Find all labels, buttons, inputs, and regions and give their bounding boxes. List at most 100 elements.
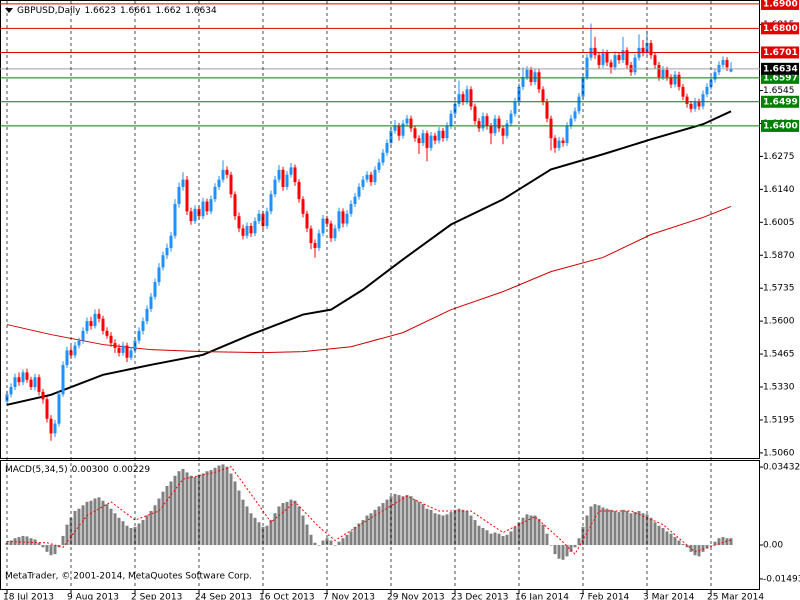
x-tick-label: 9 Aug 2013: [67, 593, 119, 600]
level-label: 1.6701: [763, 48, 798, 58]
macd-bar: [53, 545, 57, 555]
candle-body: [413, 128, 417, 139]
candle-body: [181, 179, 185, 187]
candle-body: [569, 118, 573, 126]
x-tick-label: 24 Sep 2013: [195, 593, 252, 600]
x-tick-label: 16 Oct 2013: [259, 593, 315, 600]
macd-bar: [433, 513, 437, 546]
macd-bar: [121, 521, 125, 546]
candle-body: [173, 204, 177, 236]
candle-body: [213, 186, 217, 200]
y-tick-label: -0.01493: [763, 574, 800, 584]
macd-bar: [541, 524, 545, 546]
candle-body: [141, 321, 145, 331]
macd-bar: [469, 515, 473, 546]
macd-bar: [553, 545, 557, 555]
candle-body: [101, 318, 105, 331]
candle-body: [549, 118, 553, 139]
macd-bar: [569, 545, 573, 552]
candle-body: [193, 208, 197, 222]
macd-bar: [117, 517, 121, 546]
macd-bar: [473, 520, 477, 546]
x-tick-label: 7 Nov 2013: [323, 593, 375, 600]
macd-bar: [13, 538, 17, 546]
macd-bar: [401, 496, 405, 546]
y-tick-label: 1.5870: [763, 251, 795, 261]
x-tick-label: 23 Dec 2013: [451, 593, 509, 600]
candle-body: [689, 103, 693, 109]
menu-triangle: [5, 8, 13, 13]
candle-body: [113, 343, 117, 348]
candle-body: [429, 135, 433, 148]
macd-bar: [381, 503, 385, 546]
level-label: 1.6900: [763, 0, 798, 9]
candle-body: [89, 321, 93, 327]
macd-bar: [449, 512, 453, 546]
candle-body: [625, 50, 629, 65]
macd-bar: [253, 517, 257, 546]
macd-bar: [289, 499, 293, 546]
candle-body: [405, 118, 409, 124]
candle-body: [257, 213, 261, 222]
macd-bar: [509, 531, 513, 546]
high-readout: 1.6661: [120, 6, 152, 16]
macd-bar: [689, 545, 693, 552]
macd-bar: [97, 497, 101, 546]
candle-body: [65, 350, 69, 366]
macd-bar: [629, 513, 633, 546]
candle-body: [253, 221, 257, 234]
level-label: 1.6800: [763, 24, 798, 34]
candle-body: [217, 179, 221, 187]
candle-body: [529, 69, 533, 83]
macd-title: MACD(5,34,5) 0.00300 0.00229: [5, 465, 150, 475]
y-tick-label: 0.00: [763, 541, 783, 551]
candle-body: [165, 247, 169, 256]
candle-body: [13, 377, 17, 388]
macd-bar: [537, 518, 541, 546]
macd-bar: [213, 467, 217, 546]
candle-body: [673, 74, 677, 85]
candle-body: [117, 347, 121, 353]
y-tick-label: 1.6140: [763, 185, 795, 195]
macd-bar: [313, 542, 317, 546]
macd-bar: [361, 520, 365, 546]
level-box: [761, 0, 799, 10]
macd-bar: [489, 533, 493, 546]
macd-bar: [421, 504, 425, 546]
macd-bar: [429, 509, 433, 546]
macd-bar: [93, 498, 97, 546]
macd-bar: [653, 522, 657, 546]
macd-bar: [665, 531, 669, 546]
candle-body: [125, 345, 129, 358]
macd-bar: [281, 503, 285, 546]
candle-body: [369, 174, 373, 183]
candle-body: [361, 179, 365, 187]
candle-body: [513, 101, 517, 114]
macd-bar: [585, 515, 589, 546]
macd-bar: [529, 515, 533, 546]
macd-bar: [677, 540, 681, 546]
macd-bar: [457, 508, 461, 546]
candle-body: [373, 169, 377, 183]
macd-bar: [169, 481, 173, 546]
candle-body: [613, 55, 617, 68]
open-readout: 1.6623: [84, 6, 116, 16]
macd-bar: [265, 525, 269, 546]
candle-body: [325, 218, 329, 224]
macd-bar: [717, 538, 721, 546]
macd-bar: [189, 475, 193, 546]
candle-body: [441, 130, 445, 139]
macd-bar: [89, 500, 93, 546]
macd-bar: [341, 538, 345, 546]
macd-bar: [481, 527, 485, 546]
macd-bar: [81, 505, 85, 546]
macd-bar: [721, 537, 725, 546]
candle-body: [461, 94, 465, 102]
macd-bar: [217, 465, 221, 546]
macd-bar: [701, 545, 705, 552]
macd-bar: [141, 520, 145, 546]
candle-body: [473, 106, 477, 122]
candle-body: [621, 50, 625, 61]
